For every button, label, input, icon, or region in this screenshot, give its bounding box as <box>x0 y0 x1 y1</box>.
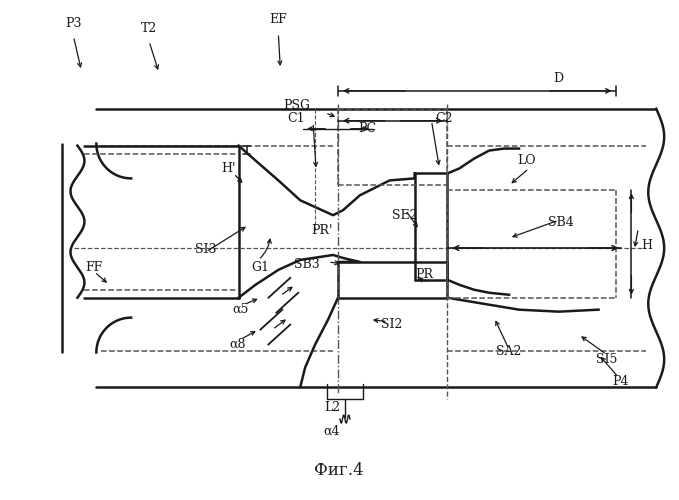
Text: PR: PR <box>416 268 433 281</box>
Text: SB4: SB4 <box>548 216 574 228</box>
Text: C2: C2 <box>436 112 453 125</box>
Text: H: H <box>641 238 652 252</box>
Text: L2: L2 <box>324 400 340 413</box>
Text: SI2: SI2 <box>381 318 403 331</box>
Text: P3: P3 <box>65 17 81 30</box>
Text: D: D <box>553 72 564 86</box>
Text: FF: FF <box>86 262 103 274</box>
Text: SE2: SE2 <box>392 208 418 222</box>
Text: T2: T2 <box>141 22 158 35</box>
Text: SI5: SI5 <box>595 353 617 366</box>
Text: SA2: SA2 <box>496 345 521 358</box>
Text: C1: C1 <box>288 112 305 125</box>
Text: α4: α4 <box>324 424 340 438</box>
Text: EF: EF <box>270 13 287 26</box>
Text: α8: α8 <box>230 338 246 351</box>
Text: PC: PC <box>359 122 377 135</box>
Text: Фиг.4: Фиг.4 <box>314 462 364 479</box>
Text: PR': PR' <box>312 224 333 236</box>
Text: P4: P4 <box>612 375 629 388</box>
Text: SB3: SB3 <box>295 258 320 272</box>
Text: SI3: SI3 <box>195 244 217 256</box>
Text: H': H' <box>221 162 236 175</box>
Text: α5: α5 <box>232 303 249 316</box>
Text: PSG: PSG <box>283 100 310 112</box>
Text: G1: G1 <box>251 262 270 274</box>
Text: LO: LO <box>517 154 536 167</box>
